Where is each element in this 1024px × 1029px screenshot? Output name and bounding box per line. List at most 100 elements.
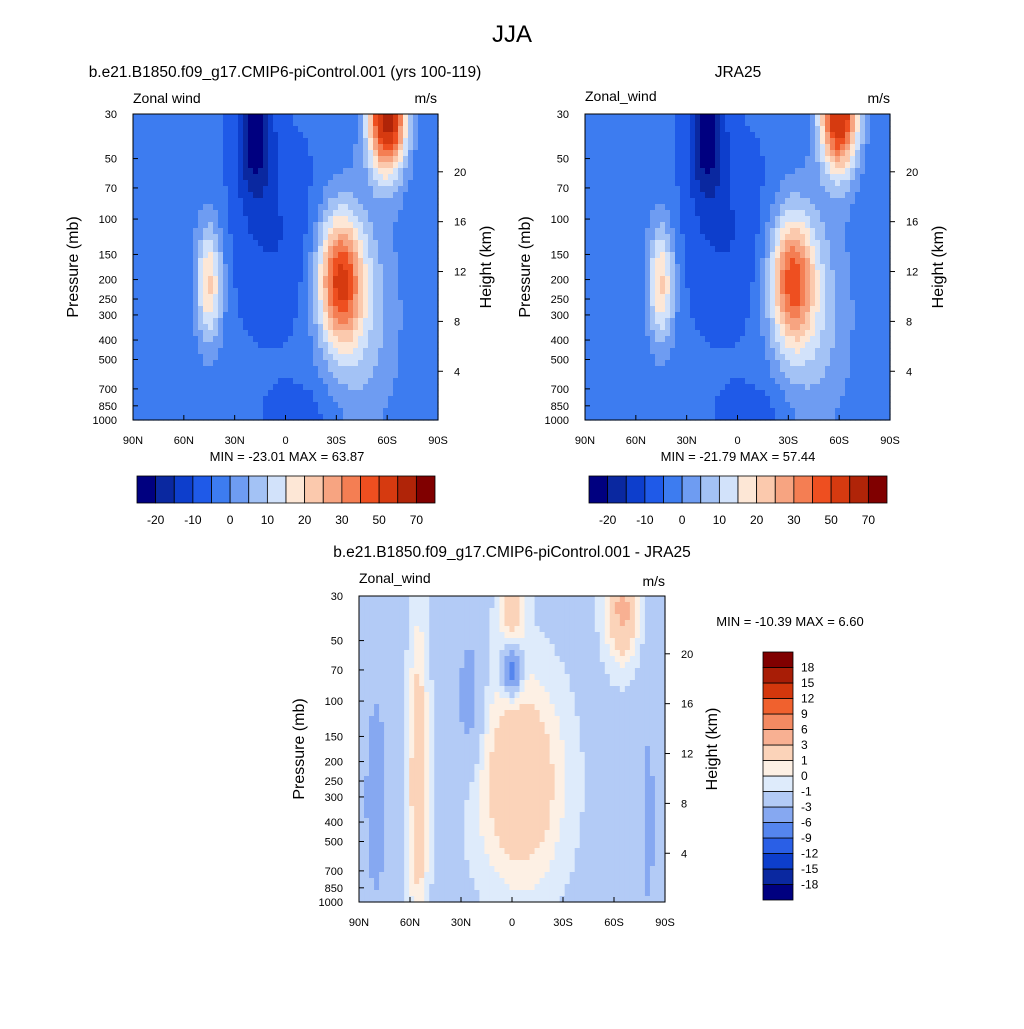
contour-cell xyxy=(158,372,164,379)
contour-cell xyxy=(383,336,389,343)
contour-cell xyxy=(650,282,656,289)
contour-cell xyxy=(243,264,249,271)
contour-cell xyxy=(303,390,309,397)
contour-cell xyxy=(428,390,434,397)
contour-cell xyxy=(840,174,846,181)
contour-cell xyxy=(680,138,686,145)
contour-cell xyxy=(208,324,214,331)
contour-cell xyxy=(373,120,379,127)
contour-cell xyxy=(273,144,279,151)
contour-cell xyxy=(368,120,374,127)
contour-cell xyxy=(138,372,144,379)
contour-cell xyxy=(363,270,369,277)
contour-cell xyxy=(143,114,149,121)
contour-cell xyxy=(253,348,259,355)
contour-cell xyxy=(308,372,314,379)
contour-cell xyxy=(845,168,851,175)
contour-cell xyxy=(860,180,866,187)
contour-cell xyxy=(228,366,234,373)
contour-cell xyxy=(388,180,394,187)
contour-cell xyxy=(428,408,434,415)
contour-cell xyxy=(625,240,631,247)
contour-cell xyxy=(298,132,304,139)
contour-cell xyxy=(870,162,876,169)
contour-cell xyxy=(805,198,811,205)
contour-cell xyxy=(323,282,329,289)
contour-cell xyxy=(770,150,776,157)
contour-cell xyxy=(820,168,826,175)
contour-cell xyxy=(675,222,681,229)
contour-cell xyxy=(173,378,179,385)
contour-cell xyxy=(213,120,219,127)
contour-cell xyxy=(785,192,791,199)
contour-cell xyxy=(620,174,626,181)
contour-cell xyxy=(278,288,284,295)
contour-cell xyxy=(263,174,269,181)
contour-cell xyxy=(353,378,359,385)
contour-cell xyxy=(715,198,721,205)
contour-cell xyxy=(303,216,309,223)
contour-cell xyxy=(358,186,364,193)
contour-cell xyxy=(695,258,701,265)
contour-cell xyxy=(423,144,429,151)
contour-cell xyxy=(860,132,866,139)
contour-cell xyxy=(850,204,856,211)
contour-cell xyxy=(775,114,781,121)
contour-cell xyxy=(735,228,741,235)
contour-cell xyxy=(745,156,751,163)
contour-cell xyxy=(630,276,636,283)
contour-cell xyxy=(825,210,831,217)
contour-cell xyxy=(308,396,314,403)
contour-cell xyxy=(423,342,429,349)
contour-cell xyxy=(138,240,144,247)
contour-cell xyxy=(258,150,264,157)
contour-cell xyxy=(208,180,214,187)
contour-cell xyxy=(398,120,404,127)
contour-cell xyxy=(283,264,289,271)
contour-cell xyxy=(378,120,384,127)
contour-cell xyxy=(338,288,344,295)
contour-cell xyxy=(228,198,234,205)
contour-cell xyxy=(418,120,424,127)
contour-cell xyxy=(163,396,169,403)
contour-cell xyxy=(168,114,174,121)
contour-cell xyxy=(685,174,691,181)
contour-cell xyxy=(735,120,741,127)
contour-cell xyxy=(615,126,621,133)
contour-cell xyxy=(248,216,254,223)
contour-cell xyxy=(348,222,354,229)
contour-cell xyxy=(705,252,711,259)
contour-cell xyxy=(348,258,354,265)
contour-cell xyxy=(675,156,681,163)
contour-cell xyxy=(203,294,209,301)
contour-cell xyxy=(358,360,364,367)
contour-cell xyxy=(243,390,249,397)
contour-cell xyxy=(173,114,179,121)
contour-cell xyxy=(730,234,736,241)
contour-cell xyxy=(725,270,731,277)
contour-cell xyxy=(253,396,259,403)
contour-cell xyxy=(293,210,299,217)
contour-cell xyxy=(820,246,826,253)
contour-cell xyxy=(880,234,886,241)
contour-cell xyxy=(393,258,399,265)
contour-cell xyxy=(338,246,344,253)
contour-cell xyxy=(780,114,786,121)
contour-cell xyxy=(253,156,259,163)
contour-cell xyxy=(605,240,611,247)
contour-cell xyxy=(695,132,701,139)
contour-cell xyxy=(398,126,404,133)
contour-cell xyxy=(328,252,334,259)
contour-cell xyxy=(795,282,801,289)
contour-cell xyxy=(745,246,751,253)
contour-cell xyxy=(393,402,399,409)
contour-cell xyxy=(328,294,334,301)
contour-cell xyxy=(590,120,596,127)
contour-cell xyxy=(328,342,334,349)
contour-cell xyxy=(233,138,239,145)
contour-cell xyxy=(825,132,831,139)
contour-cell xyxy=(755,258,761,265)
contour-cell xyxy=(313,120,319,127)
contour-cell xyxy=(800,186,806,193)
contour-cell xyxy=(258,114,264,121)
